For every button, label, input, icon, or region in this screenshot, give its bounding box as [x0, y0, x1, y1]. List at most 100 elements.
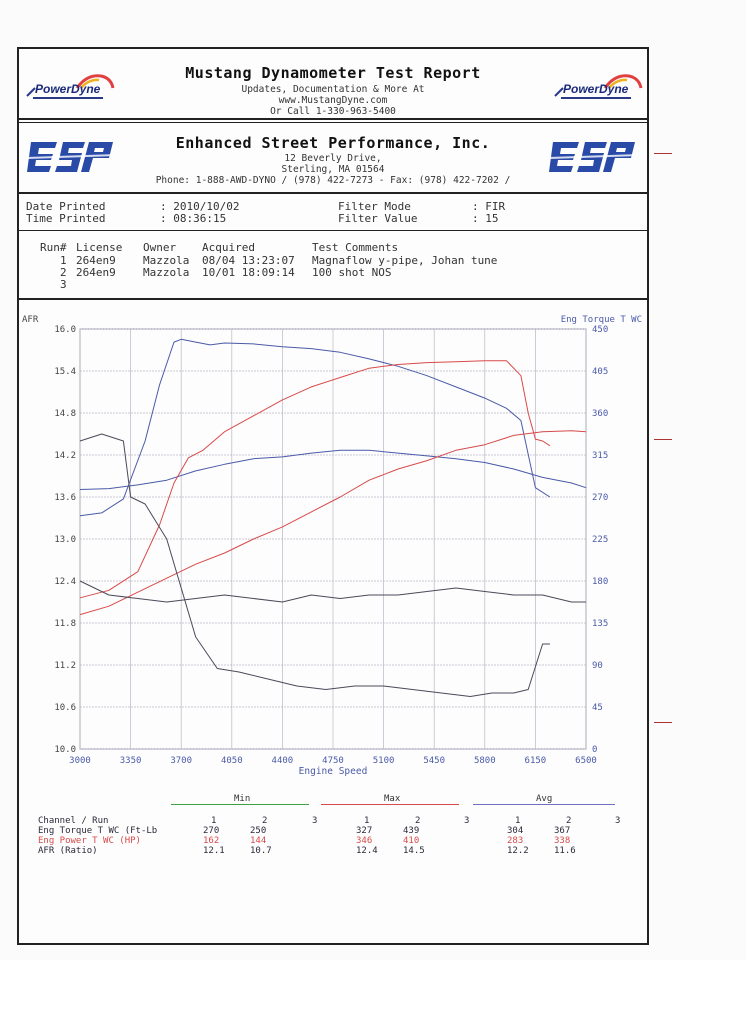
- date-printed-value: : 2010/10/02: [160, 200, 240, 213]
- stats-value: 250: [250, 826, 267, 836]
- y-right-tick-label: 360: [592, 409, 608, 419]
- y-right-tick-label: 450: [592, 325, 608, 335]
- y-left-axis-label: AFR: [22, 315, 39, 325]
- stats-min-rule: [171, 804, 309, 805]
- chart-grid: [79, 328, 587, 750]
- x-tick-label: 3700: [170, 756, 192, 766]
- y-right-tick-label: 180: [592, 577, 608, 587]
- stats-row-label: Eng Torque T WC (Ft-Lb: [38, 826, 158, 836]
- x-tick-label: 6500: [575, 756, 597, 766]
- dyno-chart: 3000 3350 3700 4050 4400 4750 5100 5450 5800 6150…: [22, 315, 642, 777]
- runs-header-run: Run#: [40, 241, 67, 254]
- powerdyne-logo-left: PowerDyne: [26, 74, 115, 99]
- filter-value-value: : 15: [472, 212, 499, 225]
- table-cell: Mazzola: [143, 254, 190, 267]
- y-left-tick-label: 13.6: [54, 493, 76, 503]
- y-right-tick-label: 315: [592, 451, 608, 461]
- table-cell: 264en9: [76, 254, 116, 267]
- chart-series: [79, 338, 587, 697]
- shop-address-1: 12 Beverly Drive,: [284, 153, 382, 164]
- stats-value: 144: [250, 836, 267, 846]
- y-left-tick-label: 10.0: [54, 745, 76, 755]
- y-right-tick-label: 135: [592, 619, 608, 629]
- stats-run-1: 1: [364, 816, 370, 826]
- divider: [17, 230, 649, 231]
- runs-header-comments: Test Comments: [312, 241, 399, 254]
- stats-value: 346: [356, 836, 373, 846]
- stats-run-2: 2: [566, 816, 572, 826]
- y-right-tick-label: 270: [592, 493, 608, 503]
- table-cell: 100 shot NOS: [312, 266, 392, 279]
- edge-mark: [654, 439, 672, 440]
- y-right-tick-label: 45: [592, 703, 603, 713]
- table-row: 3: [60, 278, 67, 291]
- divider: [17, 192, 649, 194]
- date-printed-label: Date Printed: [26, 200, 106, 213]
- x-tick-label: 3350: [120, 756, 142, 766]
- stats-run-1: 1: [211, 816, 217, 826]
- series-line-3: [79, 430, 587, 616]
- y-left-tick-label: 16.0: [54, 325, 76, 335]
- stats-group-avg: Avg: [536, 794, 553, 804]
- shop-name: Enhanced Street Performance, Inc.: [175, 134, 491, 152]
- stats-row-label: Eng Power T WC (HP): [38, 836, 141, 846]
- report-header: Mustang Dynamometer Test Report Updates,…: [17, 50, 649, 118]
- filter-value-label: Filter Value: [338, 212, 418, 225]
- powerdyne-logo-right: PowerDyne: [554, 74, 643, 99]
- powerdyne-logo-right-text: PowerDyne: [563, 82, 629, 96]
- stats-value: 162: [203, 836, 220, 846]
- stats-group-min: Min: [234, 794, 251, 804]
- series-line-5: [79, 580, 586, 603]
- series-line-1: [79, 449, 587, 490]
- time-printed-value: : 08:36:15: [160, 212, 227, 225]
- filter-mode-label: Filter Mode: [338, 200, 411, 213]
- stats-channel-header: Channel / Run: [38, 816, 109, 826]
- y-left-tick-label: 12.4: [54, 577, 76, 587]
- stats-run-1: 1: [515, 816, 521, 826]
- stats-row-label: AFR (Ratio): [38, 846, 98, 856]
- stats-value: 11.6: [554, 846, 576, 856]
- table-row: 1: [60, 254, 67, 267]
- stats-value: 439: [403, 826, 420, 836]
- runs-header-owner: Owner: [143, 241, 177, 254]
- report-title: Mustang Dynamometer Test Report: [185, 64, 481, 82]
- stats-value: 12.2: [507, 846, 529, 856]
- stats-avg-rule: [473, 804, 615, 805]
- stats-run-3: 3: [464, 816, 470, 826]
- esp-logo-right: [549, 142, 639, 172]
- y-left-tick-label: 11.8: [54, 619, 76, 629]
- table-cell: 264en9: [76, 266, 116, 279]
- y-left-tick-label: 15.4: [54, 367, 76, 377]
- stats-group-max: Max: [384, 794, 401, 804]
- stats-run-3: 3: [615, 816, 621, 826]
- shop-phone: Phone: 1-888-AWD-DYNO / (978) 422-7273 -…: [155, 175, 511, 186]
- table-cell: 10/01 18:09:14: [202, 266, 295, 279]
- stats-value: 283: [507, 836, 524, 846]
- series-line-6: [79, 433, 550, 697]
- y-left-tick-label: 14.8: [54, 409, 76, 419]
- y-right-tick-label: 90: [592, 661, 603, 671]
- y-left-tick-label: 11.2: [54, 661, 76, 671]
- x-tick-label: 3000: [69, 756, 91, 766]
- x-tick-label: 4400: [272, 756, 294, 766]
- edge-mark: [654, 153, 672, 154]
- esp-logo-left: [27, 142, 117, 172]
- stats-value: 338: [554, 836, 571, 846]
- x-tick-label: 5100: [373, 756, 395, 766]
- time-printed-label: Time Printed: [26, 212, 106, 225]
- x-axis-label: Engine Speed: [299, 766, 368, 777]
- table-cell: Mazzola: [143, 266, 190, 279]
- chart-ticks: 3000 3350 3700 4050 4400 4750 5100 5450 5800 6150…: [54, 325, 608, 766]
- x-tick-label: 6150: [525, 756, 547, 766]
- y-right-tick-label: 0: [592, 745, 597, 755]
- stats-run-2: 2: [415, 816, 421, 826]
- divider: [17, 298, 649, 300]
- y-right-tick-label: 405: [592, 367, 608, 377]
- stats-value: 304: [507, 826, 524, 836]
- table-cell: Magnaflow y-pipe, Johan tune: [312, 254, 498, 267]
- y-left-tick-label: 13.0: [54, 535, 76, 545]
- x-tick-label: 5800: [474, 756, 496, 766]
- stats-run-2: 2: [262, 816, 268, 826]
- shop-address-2: Sterling, MA 01564: [281, 164, 385, 175]
- table-row: 2: [60, 266, 67, 279]
